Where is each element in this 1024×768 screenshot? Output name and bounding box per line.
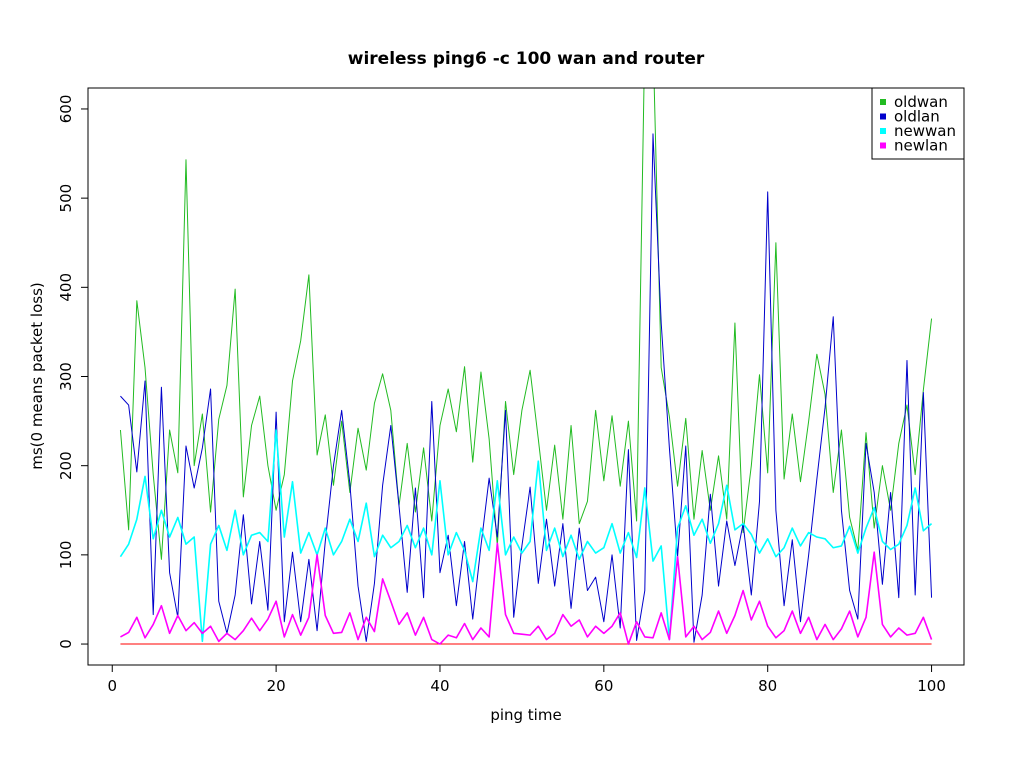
legend-label: newlan	[894, 137, 948, 155]
series-line	[119, 88, 933, 560]
x-axis-label: ping time	[490, 706, 561, 724]
legend-marker	[880, 99, 886, 105]
legend-marker	[880, 142, 886, 149]
y-tick-label: 300	[57, 362, 75, 391]
plot-frame	[87, 87, 965, 666]
y-tick-label: 600	[57, 95, 75, 124]
x-tick-label: 40	[430, 677, 449, 695]
legend-label: oldwan	[894, 93, 948, 111]
y-tick-label: 200	[57, 451, 75, 480]
x-tick-label: 0	[107, 677, 117, 695]
x-tick-label: 60	[594, 677, 613, 695]
y-axis-label: ms(0 means packet loss)	[28, 282, 46, 470]
y-tick-label: 0	[57, 639, 75, 649]
x-tick-label: 80	[758, 677, 777, 695]
y-tick-label: 100	[57, 541, 75, 570]
legend-label: oldlan	[894, 108, 940, 126]
legend-marker	[880, 113, 886, 120]
legend-label: newwan	[894, 122, 956, 140]
x-tick-label: 20	[267, 677, 286, 695]
legend-box	[871, 87, 965, 160]
y-tick-label: 400	[57, 273, 75, 302]
chart-title: wireless ping6 -c 100 wan and router	[348, 49, 705, 69]
x-tick-label: 100	[917, 677, 946, 695]
series-line	[120, 542, 933, 645]
series-line	[119, 429, 933, 643]
plot-area	[119, 88, 933, 645]
y-tick-label: 500	[57, 184, 75, 213]
legend-marker	[880, 128, 886, 134]
series-line	[120, 133, 933, 643]
